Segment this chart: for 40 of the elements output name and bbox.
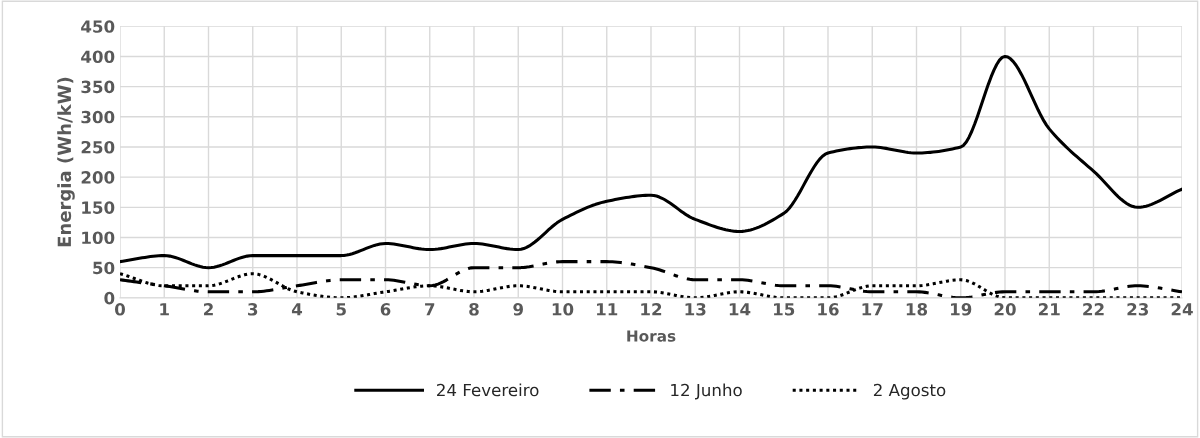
y-tick-label: 250 (81, 140, 115, 154)
legend-label: 12 Junho (671, 383, 742, 400)
x-tick-label: 1 (160, 303, 169, 316)
x-tick-label: 2 (204, 303, 213, 316)
x-tick-label: 18 (906, 303, 928, 316)
x-tick-label: 13 (685, 303, 706, 316)
x-tick-label: 23 (1127, 303, 1149, 316)
y-tick-label: 100 (82, 231, 115, 245)
x-tick-label: 0 (115, 303, 125, 316)
y-tick-label: 300 (81, 110, 115, 124)
legend-label: 2 Agosto (873, 383, 946, 400)
x-tick-label: 24 (1171, 303, 1193, 316)
y-tick-label: 450 (81, 20, 115, 33)
y-tick-label: 400 (81, 50, 115, 64)
x-tick-label: 15 (774, 303, 795, 316)
x-tick-label: 7 (425, 303, 435, 316)
x-tick-label: 19 (951, 303, 972, 316)
x-tick-label: 3 (248, 303, 258, 316)
x-tick-label: 14 (729, 303, 751, 316)
x-tick-label: 6 (380, 303, 391, 316)
y-tick-label: 0 (104, 291, 115, 305)
legend-label: 24 Fevereiro (437, 383, 539, 397)
x-axis-title: Horas (627, 330, 676, 342)
y-tick-label: 200 (81, 171, 115, 184)
x-tick-label: 21 (1038, 303, 1060, 316)
x-tick-label: 20 (994, 303, 1016, 316)
x-tick-label: 22 (1083, 303, 1104, 316)
y-tick-label: 150 (82, 201, 115, 214)
x-tick-label: 9 (513, 303, 523, 316)
x-tick-label: 5 (336, 303, 346, 316)
x-tick-label: 10 (552, 303, 574, 316)
x-tick-label: 11 (597, 303, 618, 316)
x-tick-label: 8 (469, 303, 479, 316)
y-tick-label: 350 (81, 80, 115, 94)
x-tick-label: 4 (291, 303, 303, 316)
y-axis-title: Energia (Wh/kW) (57, 77, 75, 247)
x-tick-label: 17 (862, 303, 883, 316)
y-tick-label: 50 (93, 261, 115, 275)
x-tick-label: 16 (818, 303, 839, 316)
x-tick-label: 12 (641, 303, 662, 316)
